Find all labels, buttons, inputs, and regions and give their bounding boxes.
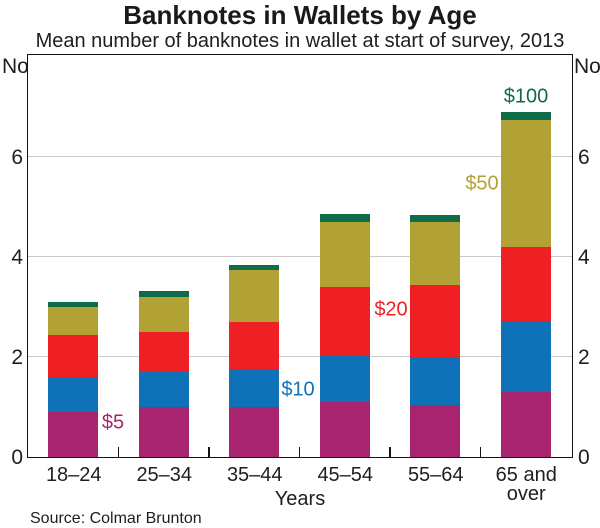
- bar-segment-$10-35–44: [229, 369, 280, 407]
- bar-segment-$5-25–34: [138, 407, 189, 457]
- bar-segment-$100-55–64: [410, 214, 461, 222]
- bar-segment-$5-45–54: [319, 402, 370, 457]
- series-label-$5: $5: [101, 411, 125, 434]
- x-axis-tick: [298, 447, 301, 457]
- bar-segment-$100-45–54: [319, 213, 370, 222]
- x-category-label-65 and over: 65 and over: [495, 464, 557, 505]
- bar-55–64: [410, 214, 461, 457]
- y-axis-unit-left: No: [2, 55, 29, 78]
- bar-segment-$10-55–64: [410, 357, 461, 405]
- x-axis-title: Years: [274, 488, 326, 510]
- bar-segment-$20-45–54: [319, 287, 370, 355]
- x-axis-tick: [117, 447, 120, 457]
- bar-segment-$50-35–44: [229, 269, 280, 322]
- bar-segment-$100-65 and over: [500, 112, 551, 120]
- x-axis-tick: [479, 447, 482, 457]
- y-axis-unit-right: No: [574, 55, 600, 78]
- series-label-$20: $20: [374, 298, 408, 321]
- y-tick-label-right-0: 0: [578, 446, 590, 469]
- bar-segment-$5-35–44: [229, 407, 280, 457]
- chart-title: Banknotes in Wallets by Age: [123, 0, 477, 30]
- series-label-$10: $10: [281, 378, 315, 401]
- bar-35–44: [229, 264, 280, 457]
- bar-segment-$20-25–34: [138, 332, 189, 372]
- bar-segment-$20-18–24: [48, 334, 99, 377]
- bar-segment-$5-18–24: [48, 412, 99, 457]
- bar-segment-$50-55–64: [410, 222, 461, 285]
- y-tick-label-right-2: 2: [578, 346, 590, 369]
- bar-segment-$20-35–44: [229, 322, 280, 370]
- y-tick-label-left-2: 2: [11, 346, 23, 369]
- bar-18–24: [48, 302, 99, 457]
- bar-segment-$5-65 and over: [500, 392, 551, 457]
- gridline-6: [28, 156, 572, 157]
- x-category-label-35–44: 35–44: [226, 464, 283, 486]
- y-tick-label-right-4: 4: [578, 246, 590, 269]
- bar-segment-$50-18–24: [48, 307, 99, 335]
- bar-segment-$10-45–54: [319, 354, 370, 402]
- series-label-$100: $100: [503, 85, 549, 108]
- bar-segment-$10-25–34: [138, 372, 189, 407]
- y-tick-label-right-6: 6: [578, 146, 590, 169]
- gridline-2: [28, 356, 572, 357]
- bar-45–54: [319, 213, 370, 457]
- bar-segment-$50-25–34: [138, 297, 189, 332]
- bar-segment-$100-25–34: [138, 290, 189, 297]
- bar-segment-$100-18–24: [48, 302, 99, 307]
- bar-segment-$20-55–64: [410, 284, 461, 357]
- bar-segment-$5-55–64: [410, 404, 461, 457]
- x-axis-tick: [389, 447, 391, 457]
- chart-subtitle: Mean number of banknotes in wallet at st…: [35, 30, 565, 52]
- y-tick-label-left-6: 6: [11, 146, 23, 169]
- x-category-label-25–34: 25–34: [136, 464, 193, 486]
- bar-segment-$50-45–54: [319, 222, 370, 287]
- source-note: Source: Colmar Brunton: [30, 510, 202, 527]
- y-tick-label-left-4: 4: [11, 246, 23, 269]
- bar-25–34: [138, 290, 189, 457]
- bar-segment-$10-65 and over: [500, 322, 551, 392]
- x-category-label-18–24: 18–24: [45, 464, 102, 486]
- x-category-label-45–54: 45–54: [317, 464, 374, 486]
- bar-segment-$50-65 and over: [500, 119, 551, 247]
- x-category-label-55–64: 55–64: [407, 464, 464, 486]
- bar-segment-$100-35–44: [229, 264, 280, 270]
- bar-segment-$20-65 and over: [500, 247, 551, 322]
- series-label-$50: $50: [465, 172, 499, 195]
- gridline-4: [28, 256, 572, 257]
- bar-segment-$10-18–24: [48, 377, 99, 412]
- x-axis-tick: [208, 447, 210, 457]
- bar-65 and over: [500, 112, 551, 457]
- plot-area: [27, 54, 573, 458]
- y-tick-label-left-0: 0: [11, 446, 23, 469]
